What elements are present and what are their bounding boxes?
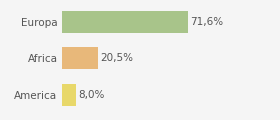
Text: 71,6%: 71,6%	[190, 17, 223, 27]
Bar	[62, 84, 76, 106]
Bar	[62, 11, 188, 33]
Text: 20,5%: 20,5%	[100, 53, 133, 63]
Text: 8,0%: 8,0%	[78, 90, 105, 100]
Bar	[62, 47, 98, 69]
